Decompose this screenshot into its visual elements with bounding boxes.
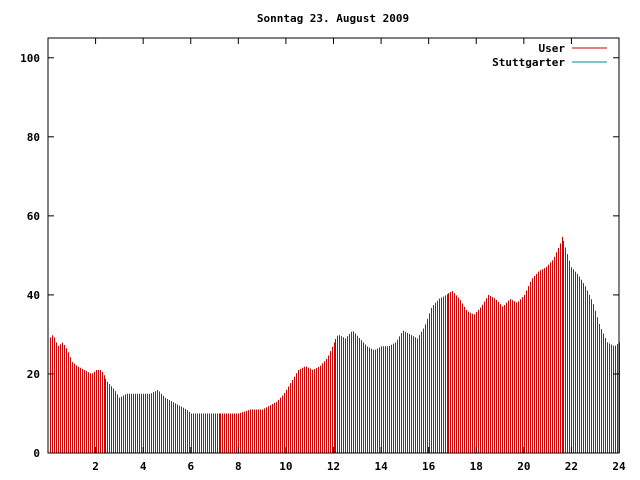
x-tick-label: 14 xyxy=(374,460,388,473)
x-tick-label: 16 xyxy=(422,460,436,473)
legend-label-stuttgarter: Stuttgarter xyxy=(492,56,565,69)
plot-frame xyxy=(47,37,620,454)
y-axis: 0 20 40 60 80 100 xyxy=(20,52,619,460)
x-tick-label: 18 xyxy=(470,460,483,473)
x-tick-label: 12 xyxy=(327,460,340,473)
x-tick-label: 2 xyxy=(92,460,99,473)
legend-label-user: User xyxy=(539,42,566,55)
x-tick-label: 8 xyxy=(235,460,242,473)
x-tick-label: 20 xyxy=(517,460,530,473)
y-tick-label: 80 xyxy=(27,131,40,144)
legend: User Stuttgarter xyxy=(492,42,607,69)
y-tick-label: 100 xyxy=(20,52,40,65)
x-tick-label: 4 xyxy=(140,460,147,473)
x-tick-label: 10 xyxy=(279,460,292,473)
y-tick-label: 20 xyxy=(27,368,40,381)
y-tick-label: 0 xyxy=(33,447,40,460)
x-tick-label: 6 xyxy=(187,460,194,473)
x-tick-label: 22 xyxy=(565,460,578,473)
x-tick-label: 24 xyxy=(612,460,626,473)
y-tick-label: 40 xyxy=(27,289,40,302)
x-axis: 2 4 6 8 10 12 14 16 18 20 22 24 xyxy=(92,38,626,473)
y-tick-label: 60 xyxy=(27,210,40,223)
chart-title: Sonntag 23. August 2009 xyxy=(257,12,409,25)
user-bars xyxy=(50,236,620,453)
